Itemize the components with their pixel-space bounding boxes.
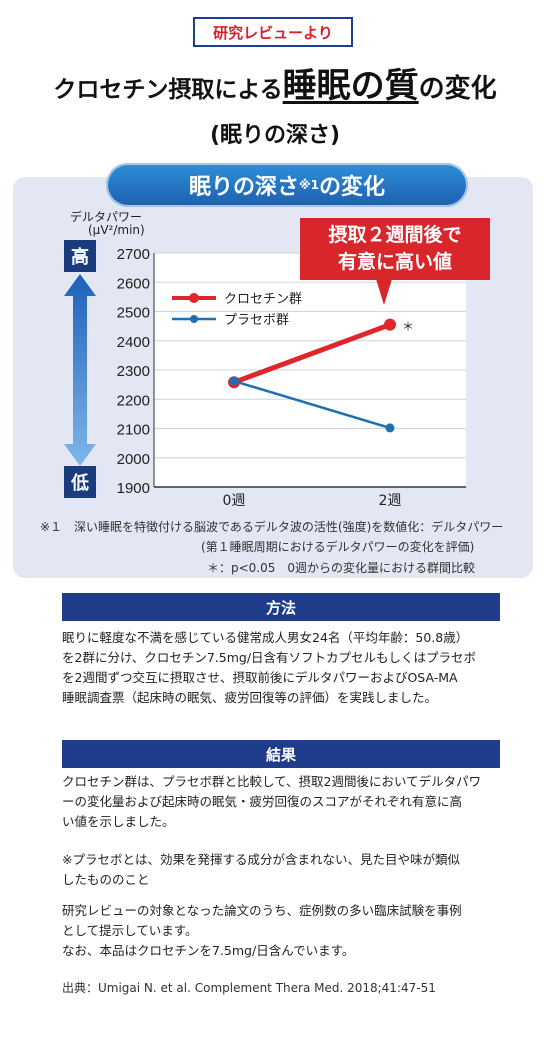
y-tick-label: 2200: [117, 392, 150, 409]
series-line: [231, 322, 393, 385]
y-tick-label: 2700: [117, 246, 150, 263]
method-text: 眠りに軽度な不満を感じている健常成人男女24名（平均年齢：50.8歳） を2群に…: [62, 630, 477, 705]
legend-marker: [189, 293, 199, 303]
significance-footnote: ＊：p<0.05 0週からの変化量における群間比較: [207, 561, 476, 575]
data-point: [384, 318, 396, 331]
chart-title-footnote-mark: ※1: [298, 178, 319, 192]
low-label: 低: [64, 466, 96, 498]
y-tick-label: 2600: [117, 275, 150, 292]
callout-line2: 有意に高い値: [337, 251, 452, 273]
headline-part3: の変化: [418, 74, 497, 104]
y-tick-label: 2500: [117, 305, 150, 322]
y-axis-unit: (μV²/min): [88, 223, 145, 237]
high-label: 高: [64, 240, 96, 272]
placebo-note: ※プラセボとは、効果を発揮する成分が含まれない、見た目や味が類似 したもののこと: [62, 852, 460, 887]
high-low-arrow-icon: [64, 274, 96, 466]
y-tick-label: 2100: [117, 422, 150, 439]
footnote-1-detail: (第１睡眠周期におけるデルタパワーの変化を評価): [201, 540, 475, 554]
significance-callout: 摂取２週間後で 有意に高い値: [300, 218, 490, 280]
headline-part2: 睡眠の質: [282, 66, 419, 106]
footnote-1: ※１ 深い睡眠を特徴付ける脳波であるデルタ波の活性(強度)を数値化：デルタパワー: [40, 520, 504, 534]
y-tick-label: 1900: [117, 480, 150, 497]
data-point: [385, 423, 395, 433]
significance-mark: ＊: [402, 320, 414, 334]
y-tick-label: 2000: [117, 451, 150, 468]
data-point: [229, 376, 239, 386]
chart-title-suffix: の変化: [319, 175, 386, 200]
chart-title: 眠りの深さ ※1 の変化: [106, 163, 468, 207]
y-tick-label: 2400: [117, 334, 150, 351]
series-line: [232, 379, 392, 430]
result-heading: 結果: [62, 740, 500, 768]
callout-line1: 摂取２週間後で: [328, 224, 462, 246]
x-tick-label: 0週: [223, 493, 246, 509]
legend-marker: [190, 315, 198, 323]
source-badge: 研究レビューより: [193, 17, 353, 47]
review-note: 研究レビューの対象となった論文のうち、症例数の多い臨床試験を事例 として提示して…: [62, 903, 462, 958]
headline: クロセチン摂取による睡眠の質の変化: [0, 58, 550, 107]
headline-subtitle: (眠りの深さ): [209, 123, 341, 148]
headline-part1: クロセチン摂取による: [53, 77, 283, 103]
x-tick-label: 2週: [379, 493, 402, 509]
legend-label: クロセチン群: [224, 292, 302, 307]
legend-label: プラセボ群: [224, 313, 289, 328]
citation: 出典：Umigai N. et al. Complement Thera Med…: [62, 981, 436, 995]
result-text: クロセチン群は、プラセボ群と比較して、摂取2週間後においてデルタパワ ーの変化量…: [62, 774, 482, 829]
callout-pointer: [376, 279, 392, 305]
y-tick-label: 2300: [117, 363, 150, 380]
method-heading: 方法: [62, 593, 500, 621]
chart-title-text: 眠りの深さ: [188, 175, 299, 200]
y-axis-label: デルタパワー: [70, 210, 143, 224]
